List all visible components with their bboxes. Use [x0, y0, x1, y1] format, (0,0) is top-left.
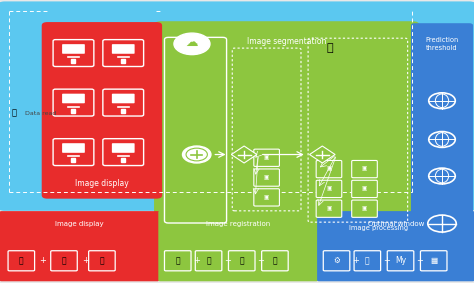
- Text: Image display: Image display: [55, 222, 104, 228]
- Text: Data read: Data read: [25, 111, 56, 116]
- FancyBboxPatch shape: [387, 251, 414, 271]
- Text: ▣: ▣: [264, 175, 269, 180]
- Text: 🔒: 🔒: [326, 43, 333, 53]
- Text: +: +: [193, 256, 200, 265]
- Text: ▣: ▣: [264, 155, 269, 160]
- Text: 🖥: 🖥: [175, 256, 180, 265]
- FancyBboxPatch shape: [411, 23, 473, 243]
- Text: +: +: [224, 256, 231, 265]
- Text: ▣: ▣: [326, 206, 332, 211]
- Text: 🗂: 🗂: [239, 256, 244, 265]
- Text: ☁: ☁: [186, 36, 198, 49]
- Text: +: +: [257, 256, 264, 265]
- FancyBboxPatch shape: [0, 1, 474, 211]
- FancyBboxPatch shape: [254, 169, 279, 186]
- FancyBboxPatch shape: [62, 94, 85, 103]
- Circle shape: [174, 33, 210, 55]
- Text: 🔍: 🔍: [62, 256, 66, 265]
- Text: Prediction
threshold: Prediction threshold: [425, 37, 459, 51]
- FancyBboxPatch shape: [53, 139, 94, 166]
- Text: +: +: [39, 256, 46, 265]
- FancyBboxPatch shape: [262, 251, 288, 271]
- Text: My: My: [395, 256, 406, 265]
- FancyBboxPatch shape: [89, 251, 115, 271]
- FancyBboxPatch shape: [42, 22, 162, 199]
- FancyBboxPatch shape: [195, 251, 222, 271]
- FancyBboxPatch shape: [316, 200, 342, 217]
- Polygon shape: [231, 146, 257, 163]
- Text: ▣: ▣: [326, 167, 332, 171]
- FancyBboxPatch shape: [420, 251, 447, 271]
- FancyBboxPatch shape: [112, 94, 135, 103]
- FancyBboxPatch shape: [354, 251, 381, 271]
- FancyBboxPatch shape: [317, 211, 474, 281]
- FancyBboxPatch shape: [254, 189, 279, 206]
- FancyBboxPatch shape: [53, 89, 94, 116]
- FancyBboxPatch shape: [0, 211, 159, 281]
- FancyBboxPatch shape: [158, 211, 318, 281]
- FancyBboxPatch shape: [51, 251, 77, 271]
- Text: ▣: ▣: [362, 167, 367, 171]
- Text: Optimal window: Optimal window: [368, 222, 424, 228]
- Text: +: +: [82, 256, 89, 265]
- Polygon shape: [310, 146, 335, 163]
- FancyBboxPatch shape: [8, 251, 35, 271]
- FancyBboxPatch shape: [352, 200, 377, 217]
- FancyBboxPatch shape: [316, 180, 342, 198]
- Text: Image display: Image display: [75, 179, 129, 188]
- Text: 👤: 👤: [12, 109, 17, 118]
- FancyBboxPatch shape: [62, 143, 85, 153]
- FancyBboxPatch shape: [316, 160, 342, 178]
- Text: ▣: ▣: [264, 195, 269, 200]
- FancyBboxPatch shape: [254, 149, 279, 166]
- FancyBboxPatch shape: [112, 143, 135, 153]
- Text: 💿: 💿: [206, 256, 211, 265]
- Text: 📱: 📱: [100, 256, 104, 265]
- FancyBboxPatch shape: [352, 160, 377, 178]
- FancyBboxPatch shape: [164, 251, 191, 271]
- FancyBboxPatch shape: [154, 21, 419, 245]
- FancyBboxPatch shape: [112, 44, 135, 54]
- FancyBboxPatch shape: [323, 251, 350, 271]
- Circle shape: [182, 146, 211, 163]
- FancyBboxPatch shape: [352, 180, 377, 198]
- Text: 🌐: 🌐: [365, 256, 370, 265]
- FancyBboxPatch shape: [103, 139, 144, 166]
- FancyBboxPatch shape: [103, 40, 144, 67]
- Text: Image segmentation: Image segmentation: [247, 37, 327, 46]
- Text: Image processing: Image processing: [348, 225, 408, 231]
- FancyBboxPatch shape: [103, 89, 144, 116]
- Text: ⚙: ⚙: [333, 256, 340, 265]
- Text: +: +: [416, 256, 423, 265]
- FancyBboxPatch shape: [228, 251, 255, 271]
- Text: +: +: [352, 256, 359, 265]
- Text: ▣: ▣: [362, 186, 367, 191]
- Text: ▦: ▦: [430, 256, 438, 265]
- Text: 💾: 💾: [273, 256, 277, 265]
- Text: ▣: ▣: [362, 206, 367, 211]
- Text: Image registration: Image registration: [206, 222, 270, 228]
- FancyBboxPatch shape: [53, 40, 94, 67]
- Text: +: +: [383, 256, 390, 265]
- Text: ▣: ▣: [326, 186, 332, 191]
- FancyBboxPatch shape: [62, 44, 85, 54]
- Text: 🖥: 🖥: [19, 256, 24, 265]
